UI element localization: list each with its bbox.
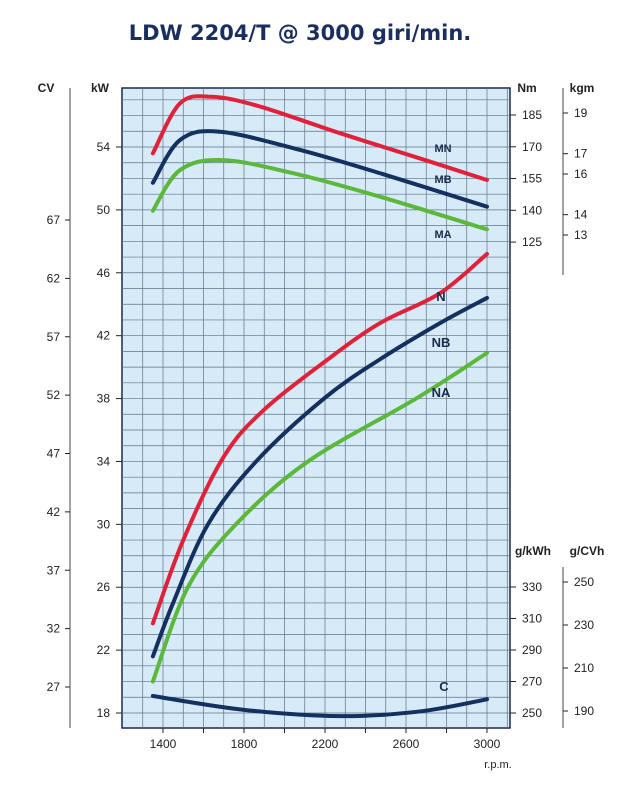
gkwh-tick-label: 270 xyxy=(522,675,542,689)
curve-mn xyxy=(150,94,489,183)
kw-tick-label: 46 xyxy=(97,266,111,280)
cv-tick-label: 42 xyxy=(47,505,61,519)
curve-ma xyxy=(150,157,489,232)
gkwh-tick-label: 290 xyxy=(522,643,542,657)
kw-tick-label: 26 xyxy=(97,580,111,594)
x-axis-label: r.p.m. xyxy=(484,759,512,771)
x-tick-label: 2200 xyxy=(312,737,339,751)
curve-na xyxy=(150,350,489,684)
gkwh-tick-label: 310 xyxy=(522,612,542,626)
grid xyxy=(122,88,510,728)
x-tick-label: 3000 xyxy=(474,737,501,751)
kw-axis-label: kW xyxy=(91,81,110,95)
kgm-tick-label: 14 xyxy=(574,208,588,222)
curve-label-n: N xyxy=(436,289,445,304)
cv-tick-label: 47 xyxy=(47,447,61,461)
cv-axis-label: CV xyxy=(38,81,55,95)
kw-tick-label: 34 xyxy=(97,454,111,468)
cv-tick-label: 27 xyxy=(47,680,61,694)
plot-area xyxy=(121,87,511,729)
kw-tick-label: 38 xyxy=(97,392,111,406)
gcvh-tick-label: 250 xyxy=(574,575,594,589)
curves xyxy=(150,94,489,719)
cv-tick-label: 37 xyxy=(47,563,61,577)
kw-tick-label: 30 xyxy=(97,517,111,531)
kgm-tick-label: 16 xyxy=(574,167,588,181)
kw-tick-label: 22 xyxy=(97,643,111,657)
curve-label-c: C xyxy=(439,679,449,694)
x-tick-label: 1800 xyxy=(231,737,258,751)
gcvh-tick-label: 190 xyxy=(574,704,594,718)
curve-label-na: NA xyxy=(432,385,451,400)
nm-tick-label: 155 xyxy=(522,172,542,186)
gkwh-tick-label: 330 xyxy=(522,580,542,594)
nm-tick-label: 140 xyxy=(522,203,542,217)
gkwh-tick-label: 250 xyxy=(522,706,542,720)
cv-tick-label: 57 xyxy=(47,330,61,344)
curve-labels: MN MB MA N NB NA C xyxy=(432,143,452,694)
kgm-tick-label: 17 xyxy=(574,147,588,161)
gkwh-axis-label: g/kWh xyxy=(515,544,551,558)
curve-label-mn: MN xyxy=(434,143,451,155)
kgm-tick-label: 13 xyxy=(574,228,588,242)
kw-tick-label: 54 xyxy=(97,140,111,154)
kw-tick-label: 42 xyxy=(97,329,111,343)
curve-label-mb: MB xyxy=(434,174,451,186)
cv-tick-label: 52 xyxy=(47,388,61,402)
axes: 1400 1800 2200 2600 3000 18 22 26 30 34 38 42 46 50 54… xyxy=(38,81,605,751)
nm-tick-label: 170 xyxy=(522,140,542,154)
curve-label-ma: MA xyxy=(434,229,451,241)
x-tick-label: 2600 xyxy=(393,737,420,751)
kw-tick-label: 18 xyxy=(97,706,111,720)
kgm-tick-label: 19 xyxy=(574,106,588,120)
curve-n xyxy=(150,251,489,626)
cv-tick-label: 62 xyxy=(47,271,61,285)
curve-mb xyxy=(150,129,489,209)
cv-tick-label: 32 xyxy=(47,622,61,636)
gcvh-tick-label: 230 xyxy=(574,618,594,632)
x-tick-label: 1400 xyxy=(150,737,177,751)
curve-label-nb: NB xyxy=(432,335,451,350)
curve-nb xyxy=(150,295,489,659)
kw-tick-label: 50 xyxy=(97,203,111,217)
gcvh-tick-label: 210 xyxy=(574,661,594,675)
nm-axis-label: Nm xyxy=(517,81,536,95)
chart-title: LDW 2204/T @ 3000 giri/min. xyxy=(129,21,472,45)
nm-tick-label: 125 xyxy=(522,235,542,249)
curve-c xyxy=(150,693,489,719)
nm-tick-label: 185 xyxy=(522,108,542,122)
cv-tick-label: 67 xyxy=(47,213,61,227)
kgm-axis-label: kgm xyxy=(570,81,595,95)
gcvh-axis-label: g/CVh xyxy=(570,544,605,558)
